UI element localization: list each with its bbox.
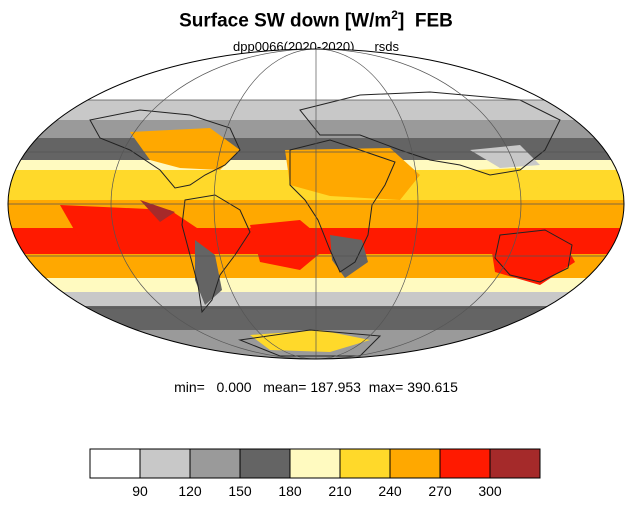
colorbar-swatch-2 [189,448,241,479]
colorbar-swatch-5 [339,448,391,479]
graticule [8,49,624,359]
mollweide-map [7,48,625,360]
colorbar-swatch-4 [289,448,341,479]
colorbar-tick-label: 120 [178,483,202,499]
max-value: 390.615 [407,379,458,395]
colorbar-swatch-8 [489,448,541,479]
min-value: 0.000 [216,379,252,395]
australia-outline [494,229,573,283]
patch-australia [490,235,575,285]
colorbar-tick-label: 240 [378,483,402,499]
lon-60 [213,49,419,359]
lon-120 [110,49,522,359]
patch-north-america-south [130,128,240,170]
colorbar-tick-label: 150 [228,483,252,499]
coastlines [89,91,573,357]
colorbar-swatch-6 [389,448,441,479]
patch-south-atlantic [250,220,330,270]
antarctica-outline [238,329,382,357]
colorbar-swatch-1 [139,448,191,479]
colorbar-tick-label: 180 [278,483,302,499]
colorbar-swatch-3 [239,448,291,479]
patch-tibet [470,145,540,168]
eurasia-outline [299,91,561,176]
min-label: min= [174,379,205,395]
south-america-outline [181,194,251,314]
variable-label: rsds [374,39,399,54]
north-america-outline [89,109,241,189]
colorbar-tick-label: 270 [428,483,452,499]
patch-pacific-max [140,200,175,222]
colorbar-tick-label: 90 [132,483,148,499]
plot-title: Surface SW down [W/m2] FEB [0,8,632,32]
title-bracket: ] [397,10,405,32]
colorbar-swatch-0 [89,448,141,479]
patch-southern-africa [330,235,368,278]
mean-label: mean= [263,379,307,395]
patch-south-asia [430,168,540,196]
colorbar-swatch-7 [439,448,491,479]
colorbar-tick-label: 300 [478,483,502,499]
title-month: FEB [414,10,453,32]
map-border [7,48,625,360]
patch-sahara [285,148,420,200]
colorbar-tick-label: 210 [328,483,352,499]
title-text: Surface SW down [W/m [179,10,392,32]
max-label: max= [368,379,404,395]
mean-value: 187.953 [310,379,361,395]
field-statistics: min= 0.000 mean= 187.953 max= 390.615 [0,379,632,395]
title-exponent: 2 [391,8,398,22]
patch-antarctica [250,330,370,352]
